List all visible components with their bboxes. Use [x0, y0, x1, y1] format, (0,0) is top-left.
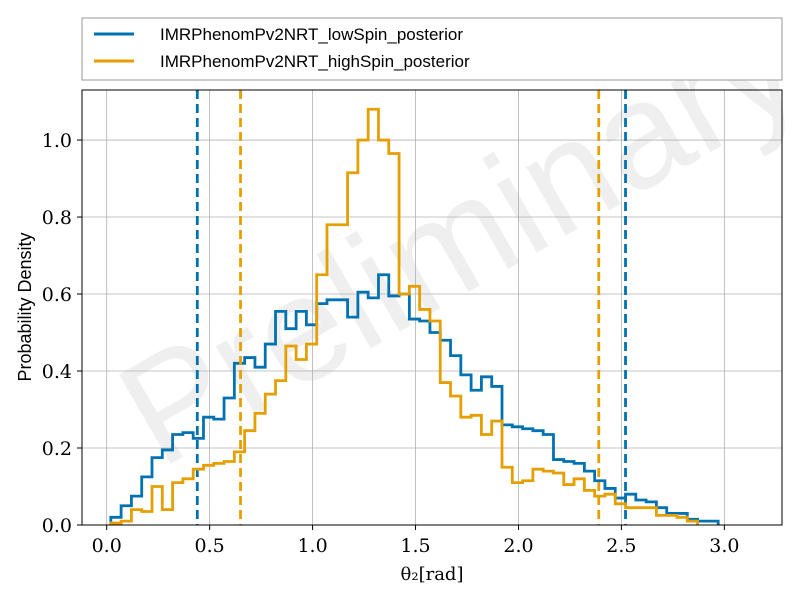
x-tick-label: 3.0 [709, 535, 739, 557]
x-tick-label: 2.5 [606, 535, 636, 557]
y-tick-label: 0.6 [42, 284, 72, 306]
y-tick-label: 1.0 [42, 130, 72, 152]
x-tick-label: 2.0 [503, 535, 533, 557]
y-tick-label: 0.8 [42, 207, 72, 229]
x-tick-label: 0.0 [92, 535, 122, 557]
legend-box [81, 17, 783, 81]
legend-label-low-spin: IMRPhenomPv2NRT_lowSpin_posterior [160, 25, 463, 44]
legend: IMRPhenomPv2NRT_lowSpin_posterior IMRPhe… [81, 17, 783, 81]
legend-label-high-spin: IMRPhenomPv2NRT_highSpin_posterior [160, 52, 470, 71]
histogram-series-0 [109, 273, 720, 525]
y-tick-label: 0.4 [42, 361, 72, 383]
x-tick-label: 1.0 [297, 535, 327, 557]
x-axis-label: θ₂[rad] [401, 564, 464, 585]
x-tick-label: 1.5 [400, 535, 430, 557]
histogram-series-1 [109, 107, 699, 525]
y-axis-ticks: 0.0 0.2 0.4 0.6 0.8 1.0 [42, 130, 82, 537]
y-axis-label: Probability Density [15, 232, 35, 381]
y-tick-label: 0.2 [42, 438, 72, 460]
series-group [109, 90, 720, 525]
plot-frame [81, 89, 783, 526]
x-axis-ticks: 0.0 0.5 1.0 1.5 2.0 2.5 3.0 [92, 525, 739, 557]
y-tick-label: 0.0 [42, 515, 72, 537]
x-tick-label: 0.5 [195, 535, 225, 557]
